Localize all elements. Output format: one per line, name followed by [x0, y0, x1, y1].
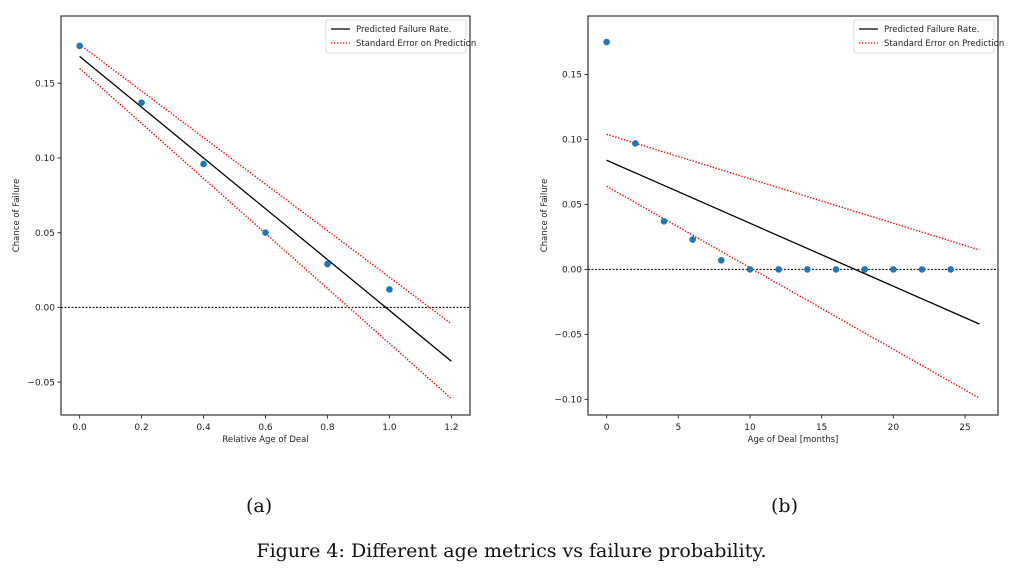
plot-frame — [587, 15, 999, 416]
legend-label-stderr: Standard Error on Prediction — [356, 39, 476, 49]
subcaption-b: (b) — [771, 495, 798, 517]
x-axis-label: Relative Age of Deal — [222, 435, 308, 445]
predicted-line — [606, 159, 980, 325]
y-tick-label: 0.00 — [35, 304, 55, 314]
y-tick-label: 0.15 — [35, 79, 55, 89]
legend-label-stderr: Standard Error on Prediction — [884, 39, 1004, 49]
y-tick-label: −0.10 — [554, 396, 582, 406]
data-point — [804, 266, 811, 273]
figure-caption: Figure 4: Different age metrics vs failu… — [256, 540, 767, 562]
y-axis-label: Chance of Failure — [540, 179, 550, 252]
stderr-upper-line — [606, 133, 980, 251]
y-tick-label: 0.10 — [35, 154, 55, 164]
stderr-lower-line — [79, 67, 452, 400]
x-tick-label: 1.2 — [444, 423, 458, 433]
plot-frame — [60, 15, 471, 416]
chart-b: 0 5 10 15 20 25 −0.10 −0.05 0.00 0.05 0.10 0.15 Age … — [540, 15, 1004, 445]
x-axis-label: Age of Deal [months] — [748, 435, 839, 445]
data-point — [918, 266, 926, 273]
data-point — [890, 266, 897, 273]
y-tick-label: −0.05 — [27, 378, 55, 388]
x-tick-label: 0.0 — [72, 423, 87, 433]
legend-box — [325, 19, 467, 54]
data-point — [200, 160, 207, 168]
data-point — [718, 257, 725, 264]
data-point — [76, 42, 83, 50]
x-tick-label: 0.4 — [196, 423, 211, 433]
stderr-upper-line — [79, 43, 452, 325]
x-tick-label: 5 — [675, 423, 681, 433]
data-point — [324, 260, 331, 268]
subcaption-a: (a) — [246, 495, 273, 517]
data-point — [832, 266, 840, 273]
y-tick-label: 0.05 — [35, 229, 55, 239]
x-tick-label: 15 — [816, 423, 827, 433]
legend-label-predicted: Predicted Failure Rate. — [884, 25, 979, 35]
chart-a: 0.0 0.2 0.4 0.6 0.8 1.0 1.2 −0.05 0.00 0.05 0.10 0.… — [12, 15, 476, 445]
data-point — [861, 266, 868, 273]
data-point — [138, 99, 145, 106]
data-point — [632, 140, 639, 147]
x-tick-label: 25 — [959, 423, 970, 433]
legend-box — [853, 19, 995, 54]
x-tick-label: 0 — [604, 423, 610, 433]
y-tick-label: −0.05 — [554, 331, 582, 341]
x-tick-label: 0.6 — [258, 423, 273, 433]
x-tick-label: 20 — [888, 423, 900, 433]
y-tick-label: 0.10 — [562, 136, 582, 146]
data-point — [775, 266, 782, 273]
legend: Predicted Failure Rate. Standard Error on… — [325, 19, 476, 54]
legend: Predicted Failure Rate. Standard Error on… — [853, 19, 1004, 54]
stderr-lower-line — [606, 185, 980, 399]
data-point — [386, 286, 393, 293]
data-point — [262, 229, 269, 236]
y-tick-label: 0.15 — [562, 71, 582, 81]
data-point — [947, 266, 954, 273]
x-tick-label: 1.0 — [382, 423, 397, 433]
x-tick-label: 10 — [744, 423, 756, 433]
y-axis-label: Chance of Failure — [12, 179, 22, 252]
data-point — [689, 236, 696, 243]
y-tick-label: 0.05 — [562, 201, 582, 211]
data-point — [603, 38, 610, 46]
x-tick-label: 0.8 — [320, 423, 335, 433]
predicted-line — [79, 55, 452, 362]
legend-label-predicted: Predicted Failure Rate. — [356, 25, 451, 35]
data-point — [660, 218, 668, 225]
y-tick-label: 0.00 — [562, 266, 582, 276]
x-tick-label: 0.2 — [134, 423, 148, 433]
data-point — [746, 266, 754, 273]
